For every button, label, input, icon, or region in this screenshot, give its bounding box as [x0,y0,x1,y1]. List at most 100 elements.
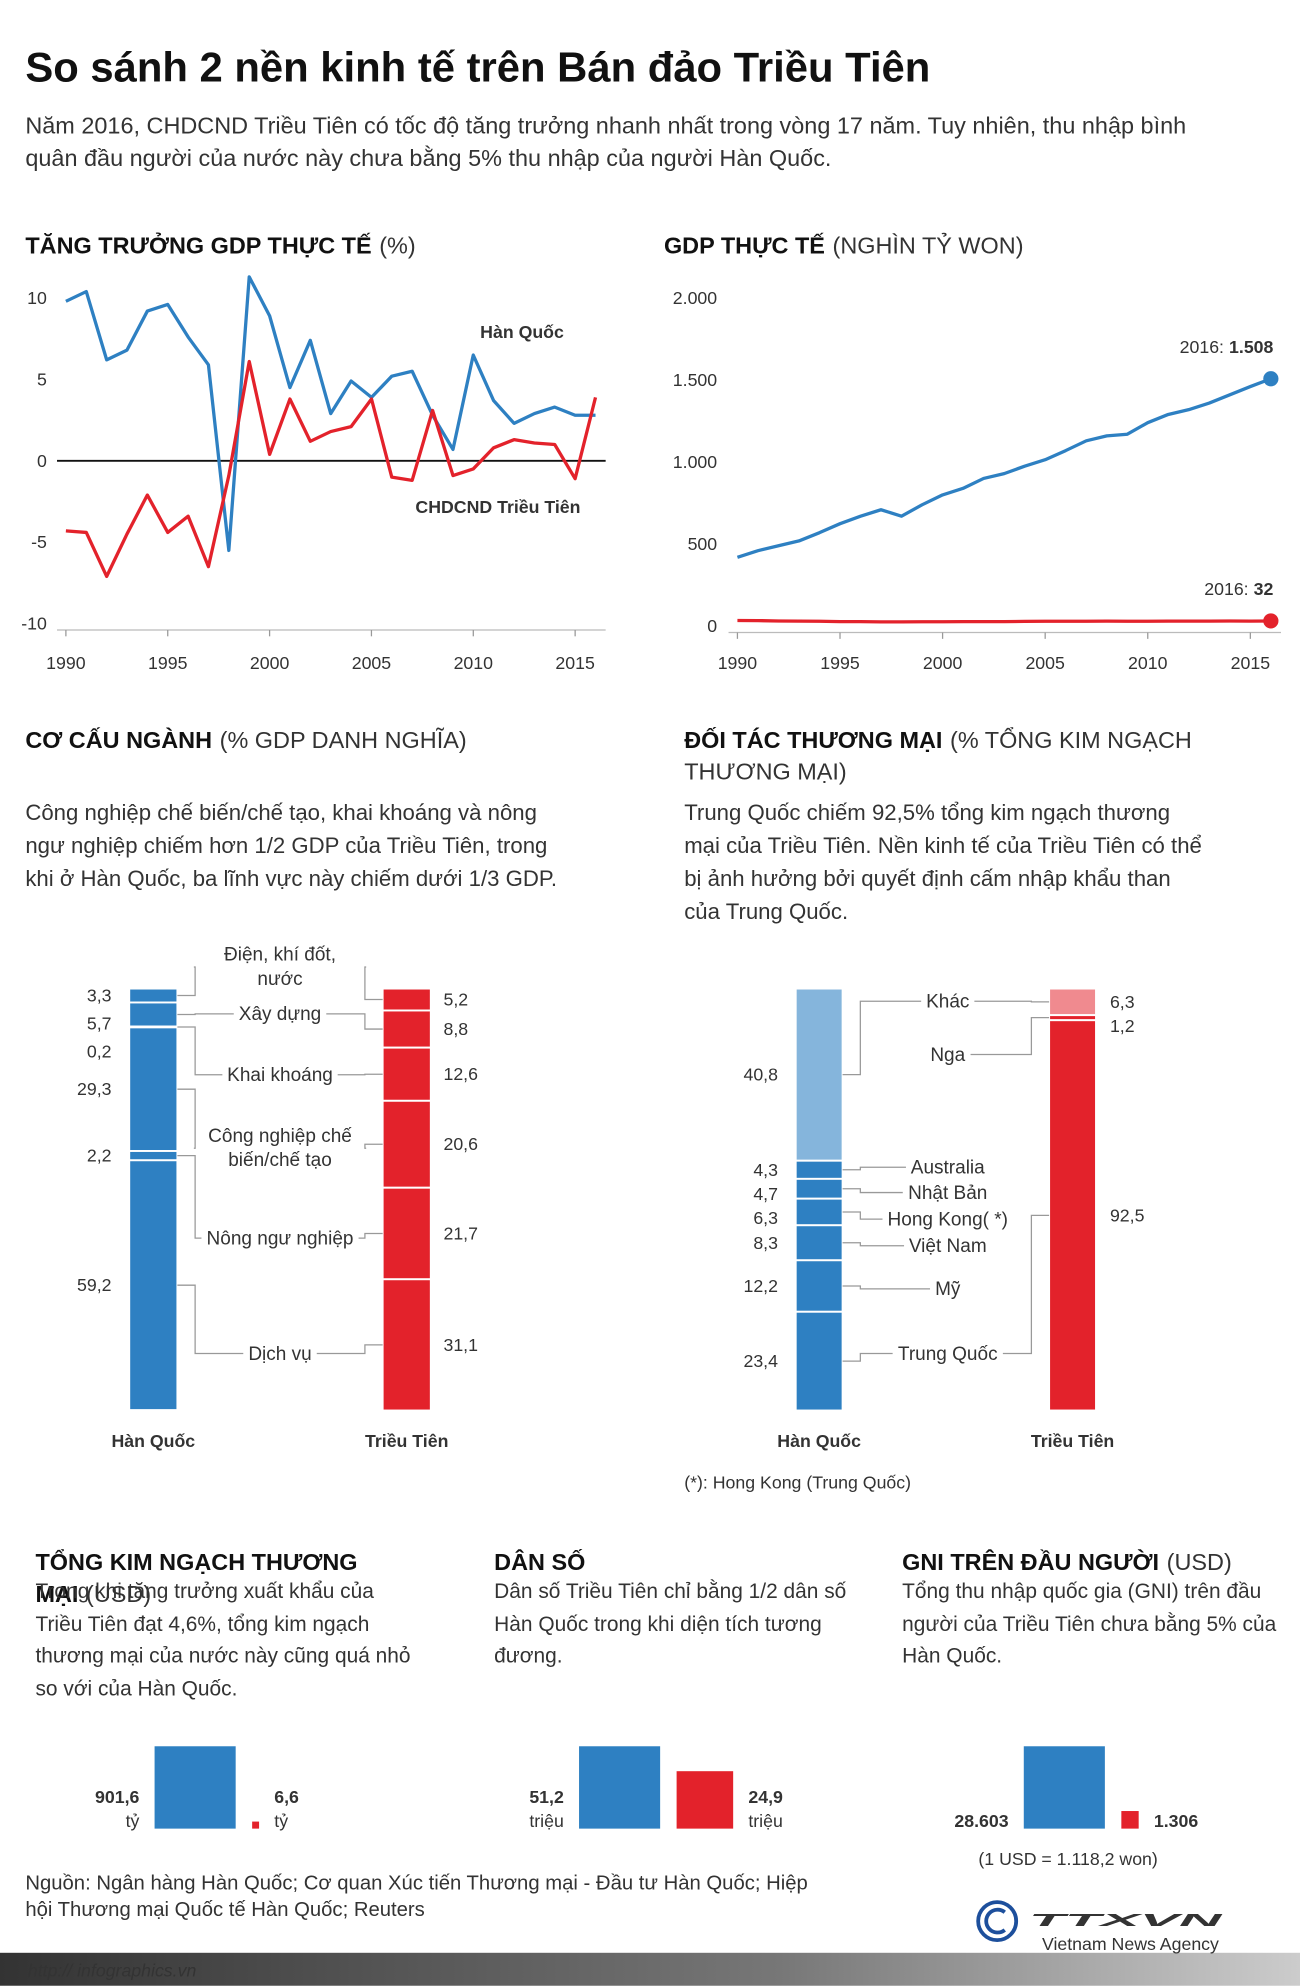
section-heading-box: TỔNG KIM NGẠCH THƯƠNG MẠI (USD) [35,1546,466,1609]
logo-subtitle: Vietnam News Agency [1042,1934,1219,1954]
source-box: Nguồn: Ngân hàng Hàn Quốc; Cơ quan Xúc t… [25,1870,836,1923]
value-unit: tỷ [126,1811,140,1831]
value-label: 1,2 [1110,1016,1135,1036]
series-label: CHDCND Triều Tiên [415,497,580,517]
x-tick-label: 1990 [46,653,86,673]
value-unit: tỷ [274,1811,288,1831]
end-prefix: 2016: [1180,337,1224,357]
x-tick-label: 2005 [352,653,392,673]
category-label: Khác [859,970,1036,1033]
value-label: 1.306 [1154,1811,1198,1831]
value-label: 59,2 [77,1275,112,1295]
category-label: Nông ngư nghiệp [206,1227,354,1249]
x-tick-label: 1990 [718,653,758,673]
category-label-box: Khai khoáng [191,1043,368,1106]
category-label-box: Công nghiệp chế biến/chế tạo [191,1117,368,1180]
connector [316,1344,383,1355]
value-label: 92,5 [1110,1205,1145,1225]
category-label-box: Mỹ [859,1257,1036,1320]
category-label-box: Việt Nam [859,1214,1036,1277]
heading-unit: (USD) [1166,1548,1232,1576]
heading-title: DÂN SỐ [494,1548,586,1576]
bar-segment [794,1159,844,1180]
heading-unit: (% GDP DANH NGHĨA) [219,726,467,753]
value-label: 6,6 [274,1787,299,1807]
category-label-box: Điện, khí đốt, nước [191,935,368,998]
category-label: Nhật Bản [908,1182,987,1204]
y-tick-label: 500 [688,534,718,554]
y-tick-label: 5 [37,369,47,389]
connector [842,1000,922,1076]
connector [842,1166,906,1171]
connector [842,1352,893,1362]
category-name: Công nghiệp chế biến/chế tạo [208,1125,352,1172]
source: Nguồn: Ngân hàng Hàn Quốc; Cơ quan Xúc t… [25,1870,836,1923]
value-label: 901,6 [95,1787,139,1807]
connector [842,1211,883,1220]
connector [364,1143,383,1149]
category-name: Nông ngư nghiệp [206,1227,354,1249]
bar-segment [794,1310,844,1412]
category-label: Trung Quốc [859,1322,1036,1385]
series-line [65,275,596,553]
x-tick-label: 1995 [820,653,860,673]
end-marker [1263,613,1279,629]
description-box: Công nghiệp chế biến/chế tạo, khai khoán… [25,796,557,895]
x-tick-label: 2000 [250,653,290,673]
description: Tổng thu nhập quốc gia (GNI) trên đầu ng… [902,1580,1277,1668]
end-label: 2016: 1.508 [1180,337,1274,357]
bar-segment [381,1278,432,1412]
section-heading: ĐỐI TÁC THƯƠNG MẠI (% TỔNG KIM NGẠCH THƯƠ… [684,726,1192,784]
note: (*): Hong Kong (Trung Quốc) [684,1473,911,1493]
category-name: Dịch vụ [248,1342,312,1365]
series-line [65,359,598,579]
heading-title: TĂNG TRƯỞNG GDP THỰC TẾ [25,232,372,259]
series-line [736,377,1272,559]
category-label-box: Nga [859,1023,1036,1086]
y-tick-label: -5 [31,532,47,552]
category-name: Trung Quốc [897,1342,998,1365]
bar [154,1746,236,1829]
x-tick-label: 2005 [1025,653,1065,673]
source: Nguồn: Ngân hàng Hàn Quốc; Cơ quan Xúc t… [25,1872,808,1922]
category-name: Xây dựng [238,1003,322,1025]
description: Công nghiệp chế biến/chế tạo, khai khoán… [25,796,557,895]
footer-band [0,1952,1300,1986]
bar-segment [128,1001,179,1028]
bar-segment [381,1046,432,1102]
section-heading-box: TĂNG TRƯỞNG GDP THỰC TẾ (%) [25,230,633,262]
description-box: Trung Quốc chiếm 92,5% tổng kim ngạch th… [684,796,1203,928]
series-name: Hàn Quốc [111,1431,195,1451]
category-label: Australia [911,1156,985,1178]
intro-box: Năm 2016, CHDCND Triều Tiên có tốc độ tă… [25,109,1203,175]
value-label: 4,7 [753,1184,778,1204]
y-tick-label: 2.000 [673,288,717,308]
category-name: Nga [930,1043,966,1066]
connector [337,1073,383,1076]
category-label: Khai khoáng [191,1043,368,1106]
connector [842,1242,905,1247]
section-heading: TỔNG KIM NGẠCH THƯƠNG MẠI (USD) [35,1546,466,1609]
y-tick-label: 1.500 [673,370,717,390]
series-name: Hàn Quốc [777,1431,861,1451]
section-heading: GNI TRÊN ĐẦU NGƯỜI (USD) [902,1548,1232,1576]
value-label: 23,4 [743,1351,778,1371]
y-tick-label: 10 [27,288,47,308]
section-heading-box: DÂN SỐ [494,1546,874,1578]
y-tick-label: -10 [21,614,47,634]
value-label: 8,8 [443,1019,468,1039]
bar-segment [128,987,179,1004]
category-label-box: Trung Quốc [859,1322,1036,1385]
series-line [737,618,1271,624]
value-label: 12,2 [743,1276,778,1296]
description-box: Dân số Triều Tiên chỉ bằng 1/2 dân số Hà… [494,1576,849,1673]
category-name: Khác [926,990,970,1013]
category-label-box: Khác [859,970,1036,1033]
logo-text: TTXVN [1029,1910,1226,1930]
category-name: Khai khoáng [227,1063,333,1086]
x-tick-label: 2015 [1231,653,1271,673]
end-label: 2016: 32 [1204,579,1273,599]
description: Tổng thu nhập quốc gia (GNI) trên đầu ng… [902,1580,1277,1668]
description: Trung Quốc chiếm 92,5% tổng kim ngạch th… [684,796,1203,928]
